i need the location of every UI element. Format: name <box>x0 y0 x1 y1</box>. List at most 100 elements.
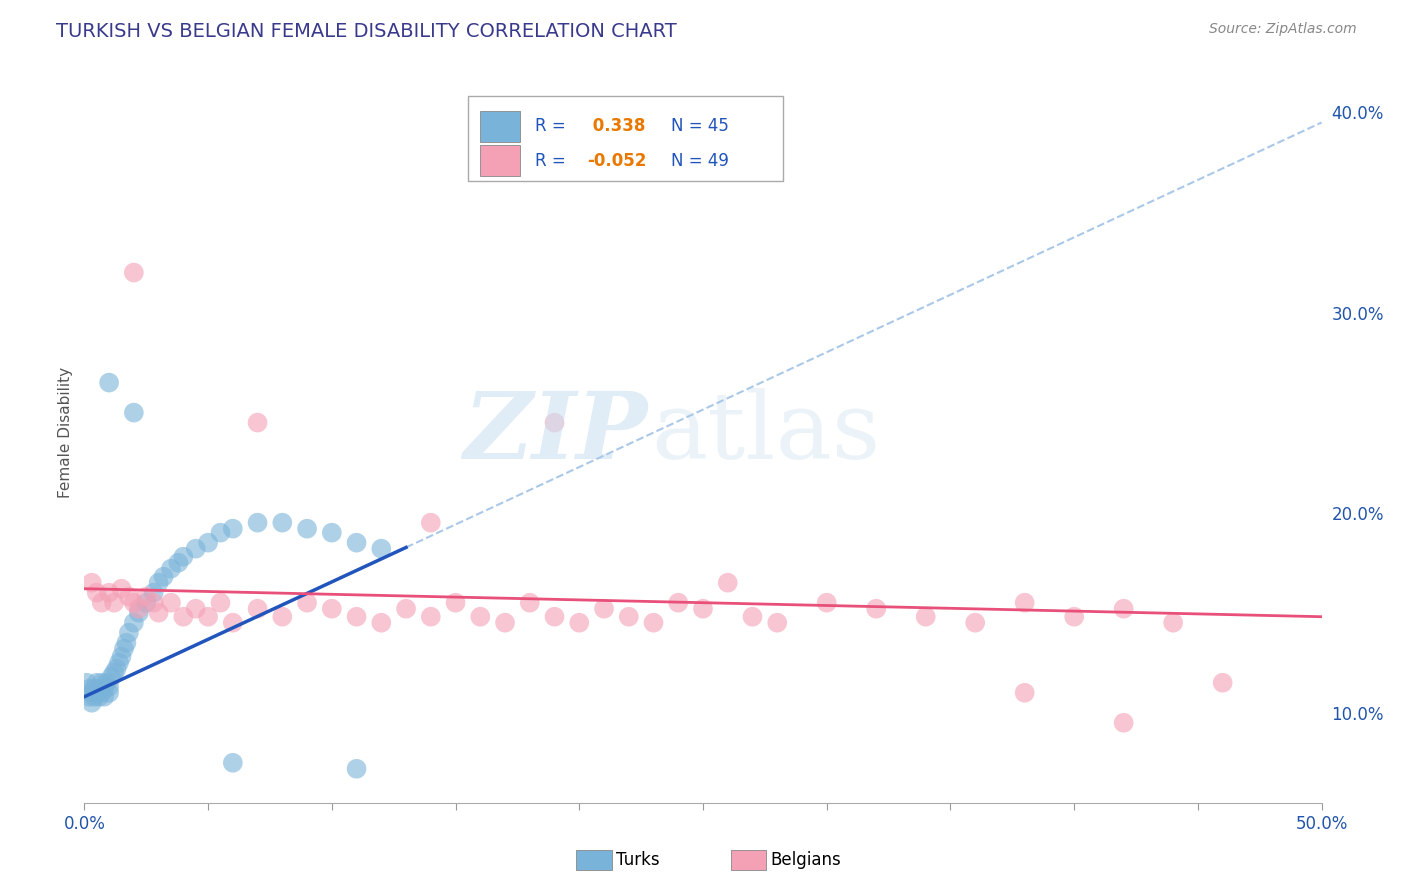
Point <box>90 675 112 690</box>
Text: -0.052: -0.052 <box>586 152 647 169</box>
Point <box>148 606 170 620</box>
Point <box>568 615 591 630</box>
Point <box>103 665 125 680</box>
Point <box>914 609 936 624</box>
Point <box>118 590 141 604</box>
Point <box>494 615 516 630</box>
Point <box>142 585 165 599</box>
Point <box>419 516 441 530</box>
Point <box>222 522 245 536</box>
Point <box>370 541 392 556</box>
Point <box>865 601 887 615</box>
Point <box>148 575 170 590</box>
Point <box>79 690 101 704</box>
Point <box>86 675 108 690</box>
Point <box>103 596 125 610</box>
Point <box>142 596 165 610</box>
Point <box>1014 596 1036 610</box>
Point <box>766 615 789 630</box>
Text: atlas: atlas <box>651 388 880 477</box>
Point <box>86 585 108 599</box>
Point <box>184 601 207 615</box>
Point <box>96 675 118 690</box>
Text: N = 49: N = 49 <box>671 152 728 169</box>
Point <box>128 606 150 620</box>
Point <box>135 590 157 604</box>
Point <box>1161 615 1184 630</box>
Point <box>167 556 190 570</box>
Point <box>1014 686 1036 700</box>
Point <box>692 601 714 615</box>
Point <box>184 541 207 556</box>
Text: Turks: Turks <box>616 851 659 869</box>
Point <box>93 690 115 704</box>
Point <box>209 596 232 610</box>
Point <box>100 670 122 684</box>
Point <box>86 686 108 700</box>
Point <box>1063 609 1085 624</box>
Point <box>209 525 232 540</box>
Point <box>93 681 115 696</box>
Point <box>295 596 318 610</box>
Text: Source: ZipAtlas.com: Source: ZipAtlas.com <box>1209 22 1357 37</box>
Point <box>346 609 368 624</box>
Point <box>741 609 763 624</box>
Point <box>80 686 103 700</box>
Point <box>617 609 640 624</box>
Point <box>222 615 245 630</box>
Point <box>246 416 269 430</box>
Point <box>160 562 183 576</box>
Point <box>197 609 219 624</box>
Point <box>172 549 194 564</box>
Point <box>112 641 135 656</box>
Point <box>108 656 131 670</box>
FancyBboxPatch shape <box>481 111 520 142</box>
Point <box>98 585 121 599</box>
Point <box>80 575 103 590</box>
Point <box>135 596 157 610</box>
Point <box>271 516 294 530</box>
Point <box>470 609 492 624</box>
Point <box>80 696 103 710</box>
Point <box>98 686 121 700</box>
Text: Belgians: Belgians <box>770 851 841 869</box>
Point <box>370 615 392 630</box>
FancyBboxPatch shape <box>468 95 783 181</box>
Point <box>110 582 132 596</box>
Point <box>519 596 541 610</box>
Point <box>90 686 112 700</box>
Point <box>321 525 343 540</box>
Point <box>321 601 343 615</box>
Point <box>83 690 105 704</box>
Point <box>419 609 441 624</box>
Point <box>965 615 987 630</box>
Point <box>346 762 368 776</box>
Point <box>115 636 138 650</box>
Point <box>122 266 145 280</box>
Point <box>76 675 98 690</box>
Point <box>152 570 174 584</box>
Text: R =: R = <box>534 117 565 135</box>
Point <box>1212 675 1234 690</box>
Point <box>246 601 269 615</box>
Point <box>717 575 740 590</box>
Point <box>1112 601 1135 615</box>
Text: ZIP: ZIP <box>463 388 647 477</box>
Point <box>222 756 245 770</box>
Point <box>444 596 467 610</box>
Point <box>593 601 616 615</box>
Text: 0.338: 0.338 <box>586 117 645 135</box>
Point <box>346 535 368 549</box>
Point <box>197 535 219 549</box>
Point <box>122 596 145 610</box>
Point <box>271 609 294 624</box>
Text: N = 45: N = 45 <box>671 117 728 135</box>
Point <box>395 601 418 615</box>
Point <box>105 662 128 676</box>
Y-axis label: Female Disability: Female Disability <box>58 367 73 499</box>
FancyBboxPatch shape <box>481 145 520 177</box>
Point <box>643 615 665 630</box>
Point <box>98 680 121 694</box>
Point <box>110 649 132 664</box>
Text: R =: R = <box>534 152 565 169</box>
